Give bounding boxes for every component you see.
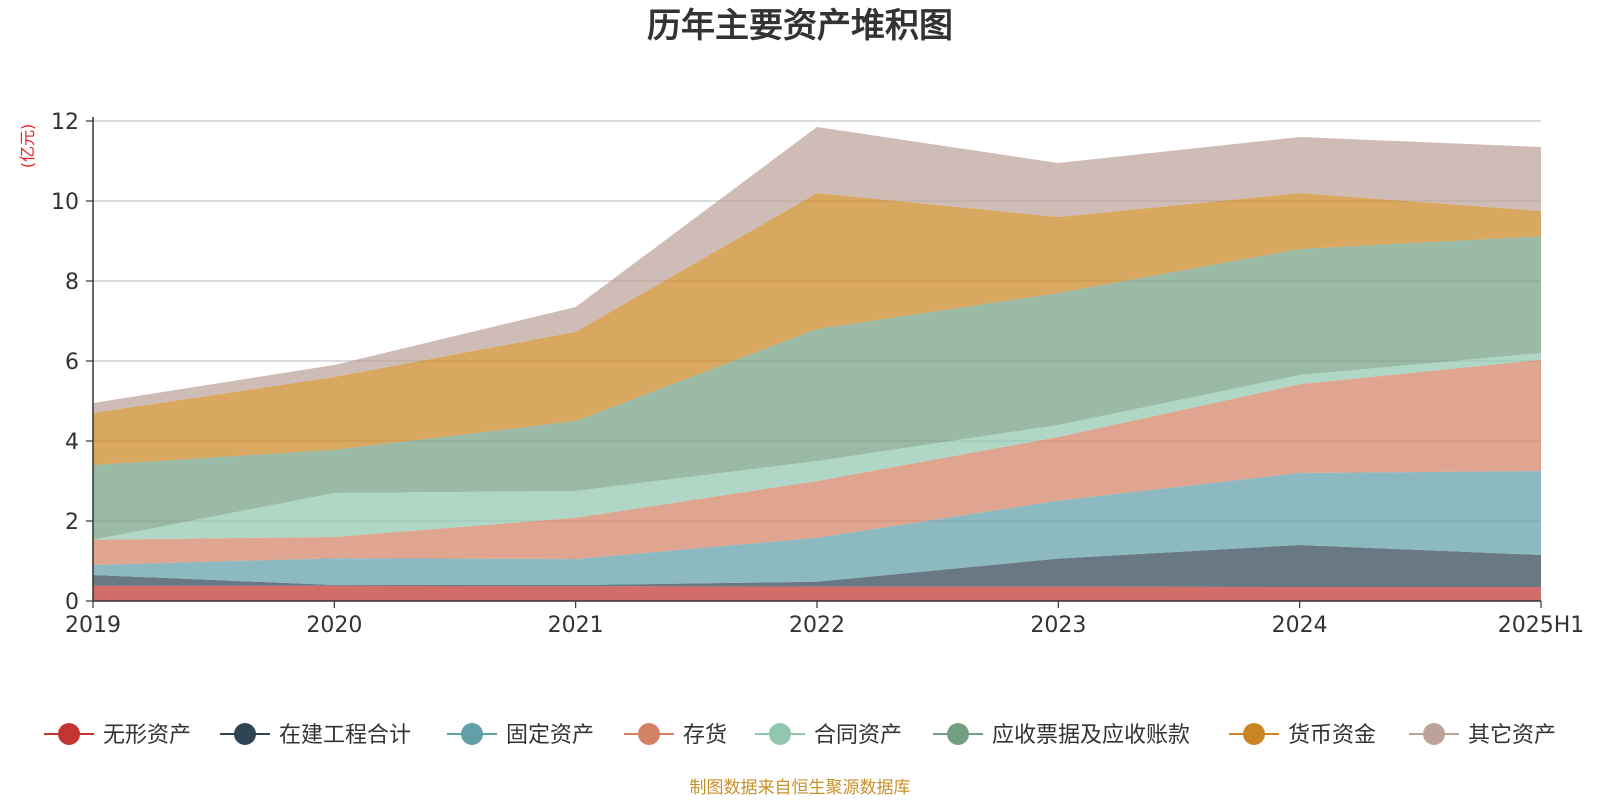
legend-item-1[interactable]: 无形资产 [44,723,191,748]
area-4[interactable] [93,359,1541,565]
x-tick-label: 2021 [548,613,604,638]
legend-marker [1243,723,1265,745]
legend-marker [58,723,80,745]
x-tick-label: 2020 [306,613,362,638]
legend-marker [638,723,660,745]
legend-marker [234,723,256,745]
data-source-note: 制图数据来自恒生聚源数据库 [690,778,911,798]
axes: 0 2 4 6 8 10 12 2019 2020 2021 2022 2023 2024 2025H1 [51,110,1584,638]
area-8[interactable] [93,127,1541,413]
legend-label: 存货 [683,723,727,748]
chart-title: 历年主要资产堆积图 [647,6,953,46]
area-series [93,127,1541,601]
legend-label: 在建工程合计 [279,723,411,748]
legend-label: 无形资产 [103,723,191,748]
y-axis-unit-label: (亿元) [18,124,37,169]
legend-item-2[interactable]: 在建工程合计 [220,723,411,748]
area-2[interactable] [93,545,1541,587]
legend-marker [947,723,969,745]
y-tick-label: 6 [65,350,79,375]
y-tick-label: 4 [65,430,79,455]
area-1[interactable] [93,585,1541,601]
x-tick-label: 2025H1 [1498,613,1585,638]
legend-item-7[interactable]: 货币资金 [1229,723,1376,748]
area-6[interactable] [93,236,1541,540]
y-tick-label: 0 [65,590,79,615]
legend-label: 固定资产 [506,723,594,748]
x-tick-label: 2019 [65,613,121,638]
legend[interactable]: 无形资产 在建工程合计 固定资产 存货 合同资产 应收票据及应收账款 货币资金 其它资产 [44,723,1556,748]
y-tick-label: 12 [51,110,79,135]
legend-label: 应收票据及应收账款 [992,723,1190,748]
x-tick-label: 2023 [1030,613,1086,638]
legend-item-5[interactable]: 合同资产 [755,723,902,748]
x-tick-label: 2022 [789,613,845,638]
y-tick-label: 8 [65,270,79,295]
legend-label: 其它资产 [1468,723,1556,748]
y-tick-label: 2 [65,510,79,535]
legend-marker [1423,723,1445,745]
legend-item-8[interactable]: 其它资产 [1409,723,1556,748]
legend-marker [769,723,791,745]
legend-item-3[interactable]: 固定资产 [447,723,594,748]
legend-label: 货币资金 [1288,723,1376,748]
area-3[interactable] [93,471,1541,585]
legend-label: 合同资产 [814,723,902,748]
x-tick-label: 2024 [1272,613,1328,638]
y-tick-label: 10 [51,190,79,215]
legend-item-6[interactable]: 应收票据及应收账款 [933,723,1190,748]
legend-item-4[interactable]: 存货 [624,723,727,748]
area-7[interactable] [93,193,1541,465]
area-5[interactable] [93,353,1541,540]
legend-marker [461,723,483,745]
